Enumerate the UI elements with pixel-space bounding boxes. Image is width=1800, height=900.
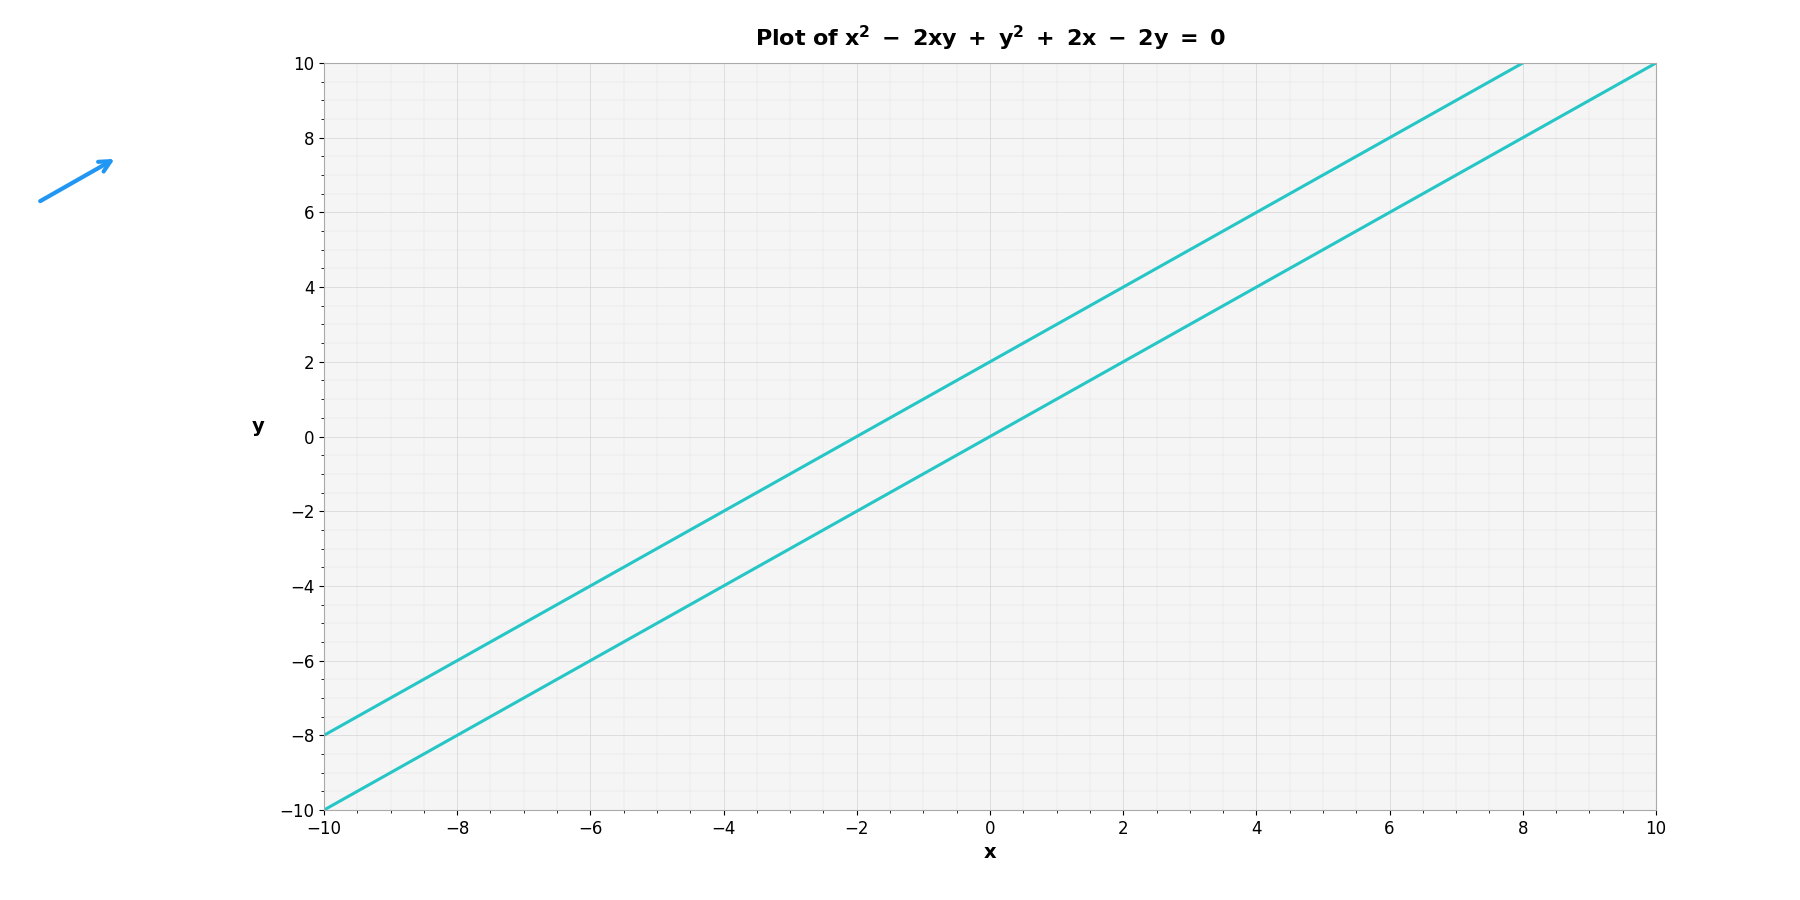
Title: $\mathbf{Plot\ of\ x^2\ -\ 2xy\ +\ y^2\ +\ 2x\ -\ 2y\ =\ 0}$: $\mathbf{Plot\ of\ x^2\ -\ 2xy\ +\ y^2\ … <box>754 24 1226 53</box>
X-axis label: x: x <box>983 843 997 862</box>
Text: STORY OF
MATHEMATICS: STORY OF MATHEMATICS <box>97 321 137 331</box>
Text: SOM: SOM <box>92 272 142 291</box>
FancyArrowPatch shape <box>40 161 110 201</box>
Y-axis label: y: y <box>252 418 265 436</box>
